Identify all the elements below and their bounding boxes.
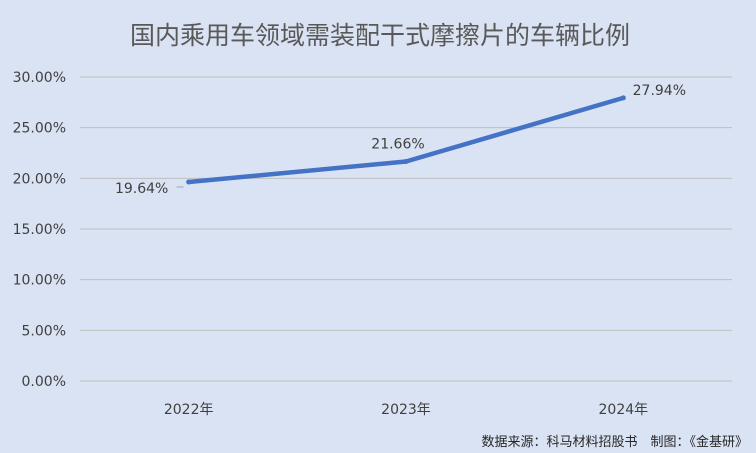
- data-point: [620, 95, 626, 101]
- data-point: [403, 159, 409, 165]
- x-tick-label: 2024年: [599, 402, 649, 418]
- y-axis-tick-labels: 0.00% 5.00% 10.00% 15.00% 20.00% 25.00% 30.00%: [13, 70, 66, 390]
- x-tick-label: 2022年: [164, 402, 214, 418]
- data-label: 21.66%: [371, 137, 424, 153]
- y-tick-label: 5.00%: [22, 323, 66, 339]
- series-layer: [186, 95, 626, 185]
- data-labels: 19.64% 21.66% 27.94%: [115, 83, 686, 197]
- x-tick-label: 2023年: [381, 402, 431, 418]
- chart-title: 国内乘用车领域需装配干式摩擦片的车辆比例: [130, 21, 630, 50]
- data-label: 19.64%: [115, 181, 168, 197]
- x-axis-tick-labels: 2022年 2023年 2024年: [164, 402, 648, 418]
- source-note: 数据来源：科马材料招股书 制图：《金基研》: [481, 434, 748, 450]
- y-tick-label: 25.00%: [13, 121, 66, 137]
- y-tick-label: 10.00%: [13, 273, 66, 289]
- y-tick-label: 15.00%: [13, 222, 66, 238]
- gridlines: [80, 76, 732, 382]
- data-label: 27.94%: [633, 83, 686, 99]
- y-tick-label: 30.00%: [13, 70, 66, 86]
- y-tick-label: 20.00%: [13, 171, 66, 187]
- data-point: [186, 179, 192, 185]
- y-tick-label: 0.00%: [22, 374, 66, 390]
